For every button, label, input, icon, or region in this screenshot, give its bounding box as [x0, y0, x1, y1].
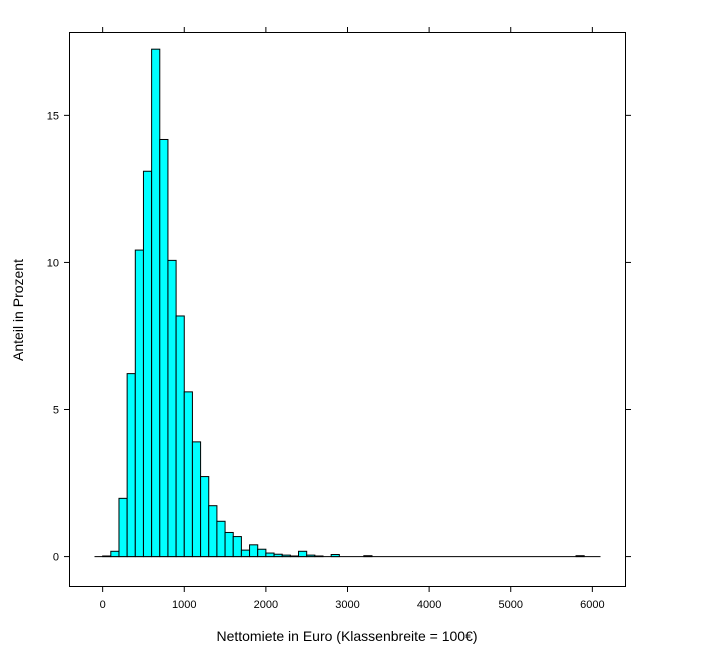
histogram-bar	[102, 555, 112, 558]
histogram-bar	[110, 550, 120, 558]
x-tick-label: 5000	[498, 599, 522, 611]
histogram-bar	[224, 531, 234, 558]
histogram-bar	[151, 48, 161, 558]
histogram-bar	[159, 138, 169, 558]
histogram-bar	[265, 552, 275, 558]
y-tick-label: 15	[47, 110, 59, 122]
histogram-bar	[126, 373, 136, 558]
x-tick-label: 3000	[335, 599, 359, 611]
histogram-bar	[208, 505, 218, 558]
x-tick-label: 1000	[172, 599, 196, 611]
histogram-bar	[363, 555, 373, 558]
histogram-bar	[167, 259, 177, 558]
x-axis: 0 1000 2000 3000 4000 5000 6000	[100, 27, 605, 611]
histogram-bar	[314, 555, 324, 558]
histogram-bar	[134, 249, 144, 558]
histogram-bar	[200, 476, 210, 558]
x-tick-label: 2000	[254, 599, 278, 611]
histogram-bar	[183, 391, 193, 558]
y-tick-label: 5	[53, 405, 59, 417]
histogram-bar	[240, 549, 251, 558]
histogram-bar	[281, 554, 291, 558]
bars-group	[94, 48, 601, 558]
histogram-bar	[142, 170, 153, 558]
histogram-bar	[330, 554, 340, 558]
histogram-bar	[273, 553, 283, 558]
histogram-bar	[298, 550, 308, 558]
x-tick-label: 0	[100, 599, 106, 611]
histogram-bar	[257, 548, 267, 558]
histogram-bar	[575, 555, 585, 558]
histogram-bar	[175, 315, 185, 558]
histogram-bar	[289, 555, 300, 558]
x-axis-title: Nettomiete in Euro (Klassenbreite = 100€…	[216, 628, 477, 644]
y-axis-title: Anteil in Prozent	[10, 259, 26, 361]
histogram-bar	[118, 497, 128, 558]
y-axis: 0 5 10 15	[47, 110, 631, 564]
histogram-bar	[232, 536, 242, 558]
y-tick-label: 10	[47, 257, 59, 269]
x-tick-label: 6000	[580, 599, 604, 611]
y-tick-label: 0	[53, 552, 59, 564]
x-tick-label: 4000	[417, 599, 441, 611]
histogram-bar	[191, 441, 202, 558]
histogram-bar	[249, 544, 259, 558]
histogram-bar	[306, 554, 316, 558]
histogram-bar	[216, 520, 226, 558]
